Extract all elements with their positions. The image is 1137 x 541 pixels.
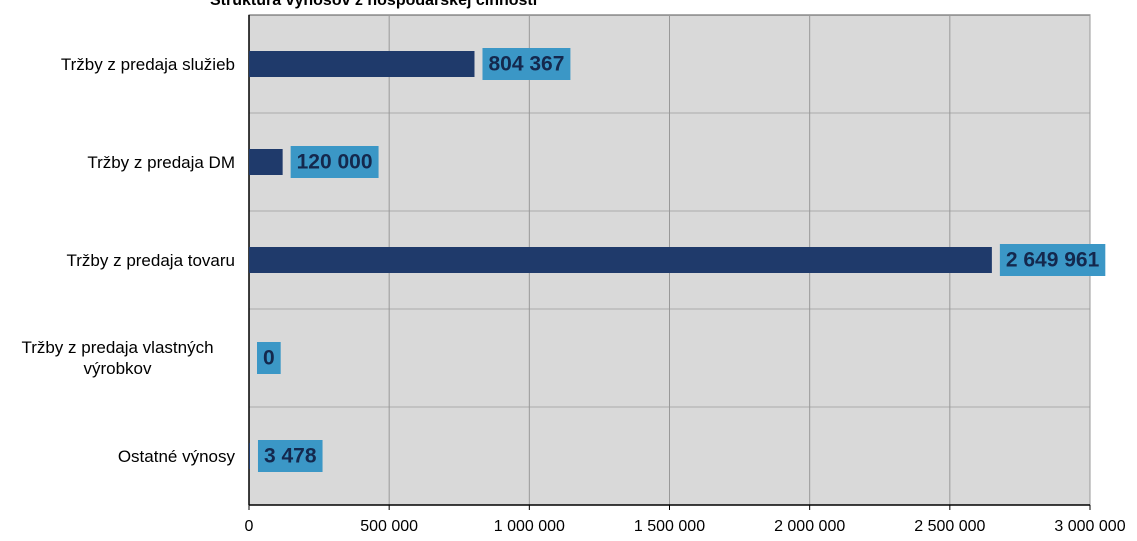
x-tick-label: 1 000 000: [494, 518, 565, 535]
category-label-box: Ostatné výnosy: [118, 426, 235, 486]
value-label: 120 000: [297, 151, 373, 174]
y-tick-label: Ostatné výnosy: [117, 446, 235, 466]
value-label-box: [257, 440, 323, 472]
x-tick-label: 3 000 000: [1054, 518, 1125, 535]
category-label-box: Tržby z predaja DM: [87, 132, 235, 192]
bar: [249, 149, 283, 175]
y-tick-label: Tržby z predaja služieb: [60, 54, 235, 74]
value-label-box: [257, 342, 281, 374]
y-tick-label: Tržby z predaja DM: [87, 152, 235, 172]
x-tick-label: 500 000: [360, 518, 418, 535]
x-tick-label: 2 000 000: [774, 518, 845, 535]
value-label: 0: [263, 347, 275, 370]
value-label: 3 478: [264, 445, 317, 468]
y-tick-label: Tržby z predaja tovaru: [66, 250, 236, 270]
category-label-box: Tržby z predaja služieb: [61, 34, 235, 94]
bar: [249, 443, 250, 469]
x-tick-label: 0: [245, 518, 254, 535]
category-label-box: Tržby z predaja vlastných výrobkov: [0, 328, 235, 388]
y-tick-label: Tržby z predaja vlastných výrobkov: [21, 338, 214, 378]
x-tick-label: 1 500 000: [634, 518, 705, 535]
chart-title: Štruktúra výnosov z hospodárskej činnost…: [210, 0, 537, 9]
value-label-box: [999, 244, 1106, 276]
x-tick-label: 2 500 000: [914, 518, 985, 535]
value-label-box: [290, 146, 379, 178]
bar: [249, 247, 992, 273]
bar: [249, 51, 475, 77]
value-label: 804 367: [488, 53, 564, 76]
category-label-box: Tržby z predaja tovaru: [67, 230, 236, 290]
value-label-box: [482, 48, 571, 80]
value-label: 2 649 961: [1006, 249, 1100, 272]
